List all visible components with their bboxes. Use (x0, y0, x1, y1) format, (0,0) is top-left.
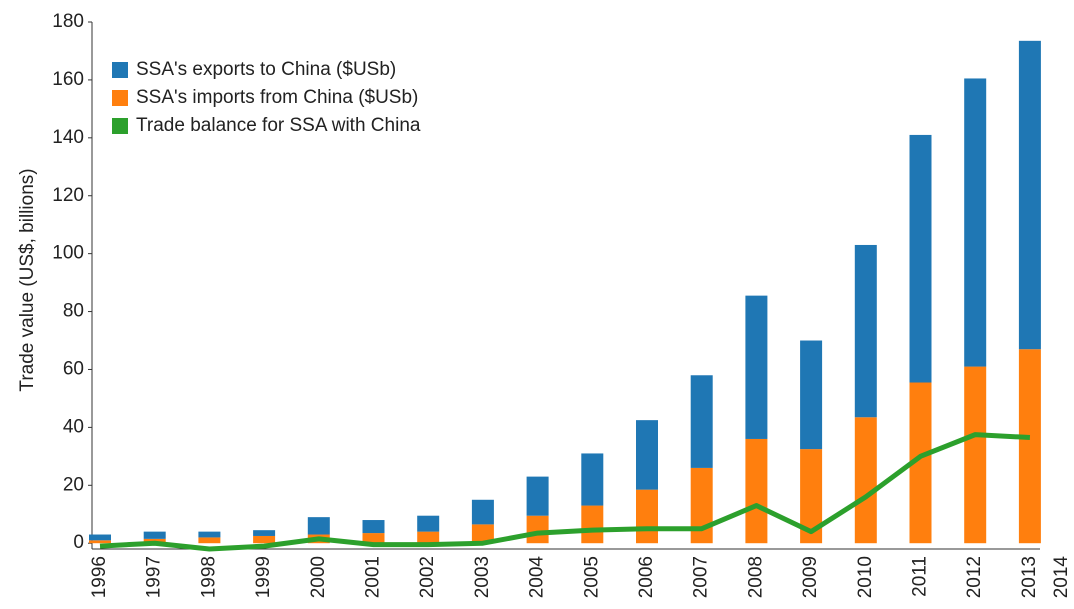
bar-segment (198, 531, 221, 538)
y-tick-label: 160 (52, 69, 84, 90)
x-tick-label: 2000 (308, 556, 329, 598)
legend-label: SSA's exports to China ($USb) (136, 59, 396, 80)
x-tick-label: 2005 (581, 556, 602, 598)
bar-segment (253, 530, 276, 536)
y-tick-label: 80 (63, 301, 84, 322)
bar-segment (690, 375, 713, 468)
legend-swatch (112, 90, 128, 106)
bar-segment (909, 134, 932, 383)
bar-segment (1018, 349, 1041, 544)
x-tick-label: 1998 (198, 556, 219, 598)
bar-segment (854, 417, 877, 544)
x-tick-label: 2014 (1051, 556, 1072, 599)
x-tick-label: 1997 (144, 556, 165, 598)
x-tick-label: 2008 (745, 556, 766, 598)
bar-segment (909, 382, 932, 544)
x-tick-label: 2001 (363, 556, 384, 598)
bar-segment (636, 420, 658, 490)
bar-segment (417, 515, 440, 532)
bar-segment (526, 515, 549, 544)
y-tick-label: 40 (63, 416, 84, 437)
x-tick-label: 2012 (964, 556, 985, 598)
legend-label: SSA's imports from China ($USb) (136, 87, 418, 108)
x-tick-label: 2003 (472, 556, 493, 598)
y-tick-label: 100 (52, 243, 84, 264)
bar-segment (307, 517, 330, 535)
bar-segment (854, 244, 877, 418)
legend-swatch (112, 62, 128, 78)
bar-segment (800, 340, 823, 450)
x-tick-label: 1996 (89, 556, 110, 598)
bar-segment (417, 531, 440, 544)
bar-segment (745, 438, 768, 544)
bar-segment (143, 531, 166, 539)
legend-label: Trade balance for SSA with China (136, 115, 421, 136)
y-tick-label: 140 (52, 127, 84, 148)
y-axis-label: Trade value (US$, billions) (17, 168, 38, 391)
y-tick-label: 180 (52, 11, 84, 32)
x-tick-label: 2006 (636, 556, 657, 598)
bar-segment (636, 489, 658, 544)
bar-segment (362, 520, 385, 534)
x-tick-label: 2007 (691, 556, 712, 598)
bar-segment (745, 295, 768, 439)
bar-segment (1018, 40, 1041, 350)
bar-segment (964, 366, 987, 544)
x-tick-label: 1999 (253, 556, 274, 598)
bar-segment (581, 505, 604, 544)
y-tick-label: 20 (63, 474, 84, 495)
x-tick-label: 2002 (417, 556, 438, 598)
bar-segment (198, 537, 221, 544)
line (99, 432, 1031, 552)
x-tick-label: 2004 (527, 556, 548, 599)
bar-segment (800, 449, 823, 544)
bar-segment (471, 524, 494, 544)
bar-segment (690, 467, 713, 544)
bar-segment (89, 540, 111, 544)
x-tick-label: 2010 (855, 556, 876, 598)
bar-segment (253, 535, 276, 544)
bar-segment (362, 533, 385, 544)
y-tick-label: 0 (73, 532, 84, 553)
bar-segment (471, 499, 494, 525)
x-tick-label: 2013 (1019, 556, 1040, 598)
y-tick-label: 60 (63, 358, 84, 379)
bar-segment (964, 78, 987, 367)
legend-swatch (112, 118, 128, 134)
bar-segment (581, 453, 604, 506)
bar-segment (89, 534, 111, 541)
bar-segment (526, 476, 549, 516)
x-tick-label: 2009 (800, 556, 821, 598)
y-tick-label: 120 (52, 185, 84, 206)
x-tick-label: 2011 (910, 556, 931, 597)
